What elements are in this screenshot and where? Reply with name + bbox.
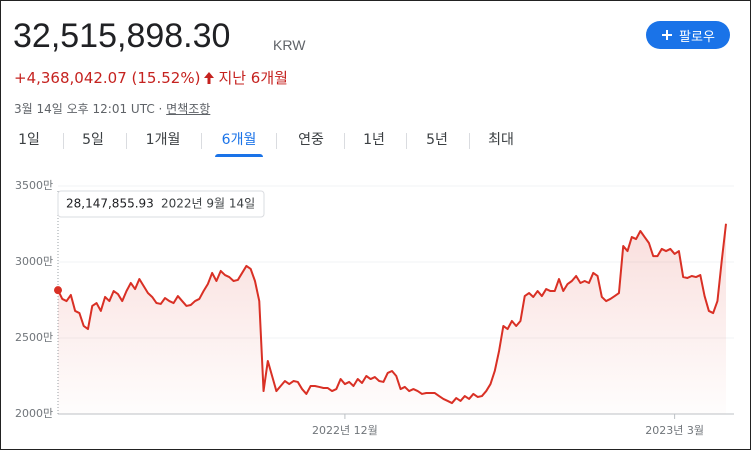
x-tick-label: 2022년 12월 [312, 424, 378, 437]
follow-label: 팔로우 [679, 29, 715, 45]
y-tick-label: 3500만 [15, 179, 53, 192]
price-line [57, 223, 727, 405]
area [58, 223, 726, 414]
range-tab[interactable]: 1년 [363, 132, 385, 148]
tab-separator [406, 133, 407, 149]
range-tab[interactable]: 5일 [82, 132, 104, 148]
y-tick-label: 2000만 [15, 407, 53, 420]
x-tick-label: 2023년 3월 [645, 424, 704, 437]
y-tick-label: 3000만 [15, 255, 53, 268]
disclaimer-link[interactable]: 면책조항 [166, 102, 211, 116]
range-tab[interactable]: 5년 [426, 132, 448, 148]
range-tab[interactable]: 6개월 [221, 132, 257, 148]
tab-separator [344, 133, 345, 149]
up-arrow [204, 71, 215, 84]
tab-separator [201, 133, 202, 149]
tooltip-box [57, 190, 265, 218]
tab-separator [469, 133, 470, 149]
period: 지난 6개월 [218, 69, 288, 87]
follow-button[interactable]: 팔로우 [646, 21, 730, 49]
range-tabs: 1일 5일 1개월 6개월 연중 1년 5년 최대 [1, 129, 561, 159]
tooltip-value: 28,147,855.93 [66, 197, 154, 211]
timestamp: 3월 14일 오후 12:01 UTC · [14, 102, 163, 116]
price: 32,515,898.30 [13, 17, 231, 55]
y-tick-label: 2500만 [15, 331, 53, 344]
currency: KRW [273, 37, 306, 53]
change-row: +4,368,042.07 (15.52%) 지난 6개월 [14, 67, 288, 88]
tab-separator [126, 133, 127, 149]
tab-underline [215, 154, 263, 157]
range-tab[interactable]: 1일 [18, 132, 40, 148]
tab-separator [63, 133, 64, 149]
hover-dot [54, 286, 62, 295]
range-tab[interactable]: 1개월 [145, 132, 181, 148]
timestamp-row: 3월 14일 오후 12:01 UTC · 면책조항 [14, 100, 210, 117]
tab-separator [276, 133, 277, 149]
range-tab[interactable]: 최대 [488, 132, 514, 148]
range-tab[interactable]: 연중 [298, 132, 324, 148]
plus-icon [662, 30, 673, 40]
tooltip-date: 2022년 9월 14일 [161, 197, 255, 211]
tooltip: 28,147,855.93 2022년 9월 14일 [57, 190, 265, 218]
change: +4,368,042.07 (15.52%) [14, 68, 201, 87]
